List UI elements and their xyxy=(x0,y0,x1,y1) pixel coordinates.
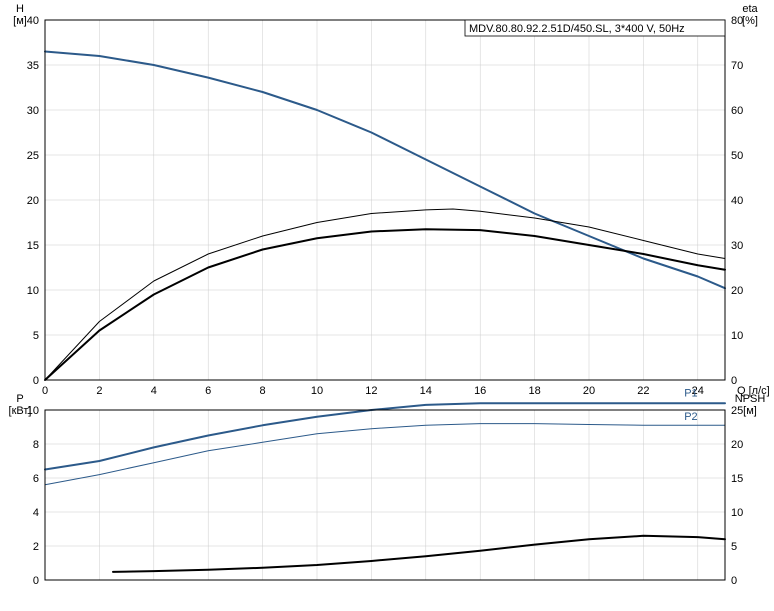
svg-text:40: 40 xyxy=(27,15,39,27)
svg-text:35: 35 xyxy=(27,60,39,72)
svg-text:15: 15 xyxy=(731,473,743,485)
svg-text:P1: P1 xyxy=(684,387,697,399)
svg-text:4: 4 xyxy=(151,385,157,397)
svg-text:MDV.80.80.92.2.51D/450.SL, 3*4: MDV.80.80.92.2.51D/450.SL, 3*400 V, 50Hz xyxy=(469,23,685,35)
svg-text:10: 10 xyxy=(731,507,743,519)
svg-text:16: 16 xyxy=(474,385,486,397)
svg-text:4: 4 xyxy=(33,507,39,519)
svg-text:6: 6 xyxy=(205,385,211,397)
svg-text:10: 10 xyxy=(27,285,39,297)
svg-text:5: 5 xyxy=(731,541,737,553)
svg-text:20: 20 xyxy=(731,439,743,451)
svg-text:P: P xyxy=(16,393,23,405)
svg-text:25: 25 xyxy=(731,405,743,417)
svg-text:0: 0 xyxy=(42,385,48,397)
svg-text:0: 0 xyxy=(33,575,39,587)
svg-text:eta: eta xyxy=(742,3,758,15)
svg-text:8: 8 xyxy=(260,385,266,397)
svg-text:25: 25 xyxy=(27,150,39,162)
svg-text:0: 0 xyxy=(33,375,39,387)
svg-text:2: 2 xyxy=(96,385,102,397)
svg-text:[м]: [м] xyxy=(743,405,757,417)
svg-text:[м]: [м] xyxy=(13,15,27,27)
svg-text:12: 12 xyxy=(365,385,377,397)
svg-text:[кВт]: [кВт] xyxy=(9,405,32,417)
svg-text:[%]: [%] xyxy=(742,15,758,27)
svg-text:20: 20 xyxy=(731,285,743,297)
svg-text:18: 18 xyxy=(528,385,540,397)
svg-text:20: 20 xyxy=(27,195,39,207)
svg-text:10: 10 xyxy=(731,330,743,342)
svg-text:14: 14 xyxy=(420,385,432,397)
svg-text:40: 40 xyxy=(731,195,743,207)
pump-curve-chart: 0246810121416182022240510152025303540010… xyxy=(0,0,774,611)
svg-text:NPSH: NPSH xyxy=(735,393,766,405)
svg-text:6: 6 xyxy=(33,473,39,485)
svg-text:20: 20 xyxy=(583,385,595,397)
svg-text:2: 2 xyxy=(33,541,39,553)
svg-text:H: H xyxy=(16,3,24,15)
svg-text:15: 15 xyxy=(27,240,39,252)
svg-text:60: 60 xyxy=(731,105,743,117)
svg-text:70: 70 xyxy=(731,60,743,72)
svg-text:30: 30 xyxy=(27,105,39,117)
svg-text:8: 8 xyxy=(33,439,39,451)
svg-text:22: 22 xyxy=(637,385,649,397)
svg-text:50: 50 xyxy=(731,150,743,162)
svg-text:0: 0 xyxy=(731,575,737,587)
svg-text:30: 30 xyxy=(731,240,743,252)
chart-svg: 0246810121416182022240510152025303540010… xyxy=(0,0,774,611)
svg-text:10: 10 xyxy=(311,385,323,397)
svg-text:P2: P2 xyxy=(684,411,697,423)
svg-text:5: 5 xyxy=(33,330,39,342)
